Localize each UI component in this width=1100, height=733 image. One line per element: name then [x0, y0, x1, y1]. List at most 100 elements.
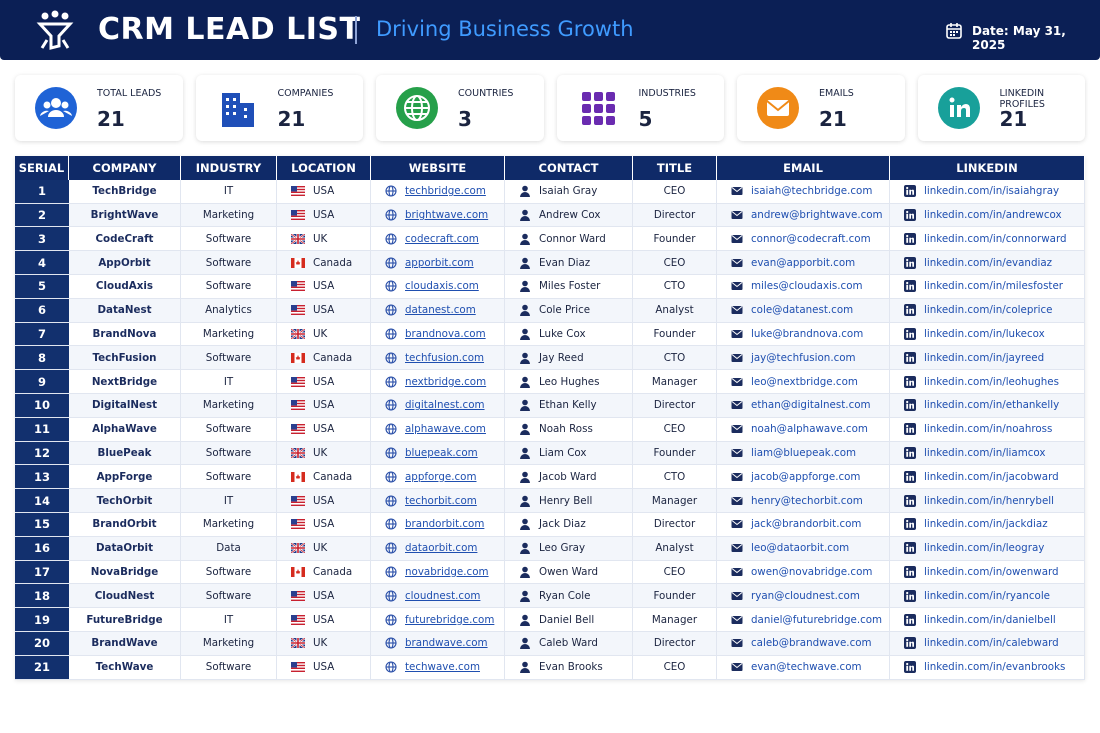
cell-text[interactable]: linkedin.com/in/noahross	[924, 423, 1053, 436]
cell-text[interactable]: linkedin.com/in/calebward	[924, 637, 1059, 650]
person-icon	[520, 614, 530, 626]
cell-text[interactable]: linkedin.com/in/danielbell	[924, 613, 1056, 626]
cell-text[interactable]: cloudaxis.com	[405, 280, 479, 293]
table-cell: appforge.com	[371, 465, 505, 489]
cell-text[interactable]: linkedin.com/in/milesfoster	[924, 280, 1064, 293]
cell-text[interactable]: appforge.com	[405, 470, 477, 483]
table-cell: Marketing	[181, 322, 277, 346]
table-cell: NovaBridge	[69, 560, 181, 584]
cell-text[interactable]: daniel@futurebridge.com	[751, 613, 883, 626]
cell-text[interactable]: connor@codecraft.com	[751, 232, 871, 245]
cell-text[interactable]: novabridge.com	[405, 565, 489, 578]
cell-text[interactable]: linkedin.com/in/jackdiaz	[924, 518, 1048, 531]
cell-text[interactable]: linkedin.com/in/evanbrooks	[924, 661, 1066, 674]
cell-text[interactable]: miles@cloudaxis.com	[751, 280, 863, 293]
table-cell: Jacob Ward	[505, 465, 633, 489]
cell-text[interactable]: nextbridge.com	[405, 375, 487, 388]
cell-text[interactable]: futurebridge.com	[405, 613, 495, 626]
cell-text[interactable]: caleb@brandwave.com	[751, 637, 872, 650]
cell-text[interactable]: linkedin.com/in/jacobward	[924, 470, 1059, 483]
table-cell: techorbit.com	[371, 489, 505, 512]
globe-icon	[385, 542, 397, 554]
cell-text[interactable]: datanest.com	[405, 304, 476, 317]
table-cell: Marketing	[181, 393, 277, 417]
cell-text[interactable]: techwave.com	[405, 661, 480, 674]
cell-text[interactable]: evan@apporbit.com	[751, 256, 856, 269]
cell-text[interactable]: cole@datanest.com	[751, 304, 854, 317]
cell-text[interactable]: linkedin.com/in/ryancole	[924, 589, 1051, 602]
cell-text[interactable]: dataorbit.com	[405, 542, 478, 555]
flag-icon	[291, 543, 305, 554]
cell-text[interactable]: bluepeak.com	[405, 446, 478, 459]
linkedin-icon	[904, 423, 916, 436]
cell-text: Analyst	[655, 304, 694, 317]
flag-icon	[291, 495, 305, 506]
cell-text[interactable]: linkedin.com/in/leohughes	[924, 375, 1060, 388]
cell-text[interactable]: digitalnest.com	[405, 399, 485, 412]
cell-text[interactable]: linkedin.com/in/connorward	[924, 232, 1067, 245]
cell-text: UK	[313, 446, 328, 459]
table-row: 13 AppForge Software Canada appforge.com Jaco…	[15, 465, 1085, 490]
cell-text[interactable]: luke@brandnova.com	[751, 327, 864, 340]
cell-text[interactable]: techfusion.com	[405, 351, 485, 364]
linkedin-icon	[904, 280, 916, 293]
flag-icon	[291, 566, 305, 577]
serial: 10	[33, 398, 50, 413]
stat-card: COMPANIES 21	[195, 75, 363, 141]
cell-text[interactable]: jack@brandorbit.com	[751, 518, 862, 531]
table-row: 18 CloudNest Software USA cloudnest.com Ryan …	[15, 584, 1085, 609]
table-cell: linkedin.com/in/evanbrooks	[890, 655, 1085, 679]
cell-text[interactable]: linkedin.com/in/andrewcox	[924, 208, 1062, 221]
cell-text: Software	[205, 256, 252, 269]
table-cell: USA	[277, 274, 371, 298]
table-cell: AppOrbit	[69, 251, 181, 274]
cell-text[interactable]: linkedin.com/in/owenward	[924, 565, 1059, 578]
cell-text: Manager	[651, 494, 698, 507]
flag-icon	[291, 186, 305, 197]
cell-text: USA	[313, 280, 335, 293]
cell-text[interactable]: leo@dataorbit.com	[751, 542, 850, 555]
cell-text[interactable]: jay@techfusion.com	[751, 351, 856, 364]
cell-text[interactable]: noah@alphawave.com	[751, 423, 868, 436]
cell-text[interactable]: brandorbit.com	[405, 518, 485, 531]
cell-text[interactable]: codecraft.com	[405, 232, 479, 245]
cell-text[interactable]: linkedin.com/in/ethankelly	[924, 399, 1060, 412]
cell-text[interactable]: linkedin.com/in/lukecox	[924, 327, 1045, 340]
cell-text[interactable]: linkedin.com/in/evandiaz	[924, 256, 1053, 269]
mail-icon	[731, 496, 743, 505]
cell-text[interactable]: isaiah@techbridge.com	[751, 185, 873, 198]
cell-text[interactable]: linkedin.com/in/isaiahgray	[924, 185, 1060, 198]
cell-text[interactable]: leo@nextbridge.com	[751, 375, 858, 388]
table-cell: Director	[633, 393, 717, 417]
cell-text[interactable]: linkedin.com/in/henrybell	[924, 494, 1054, 507]
calendar-icon	[946, 23, 962, 39]
cell-text[interactable]: brandnova.com	[405, 327, 486, 340]
person-icon	[520, 185, 530, 198]
cell-text[interactable]: linkedin.com/in/coleprice	[924, 304, 1053, 317]
header-bar: CRM LEAD LIST Driving Business Growth Da…	[0, 0, 1100, 60]
cell-text: Software	[205, 470, 252, 483]
cell-text[interactable]: owen@novabridge.com	[751, 565, 873, 578]
table-cell: jack@brandorbit.com	[717, 512, 890, 536]
cell-text[interactable]: brightwave.com	[405, 208, 489, 221]
countries-icon	[396, 87, 438, 129]
cell-text[interactable]: ryan@cloudnest.com	[751, 589, 860, 602]
cell-text[interactable]: jacob@appforge.com	[751, 470, 861, 483]
cell-text[interactable]: cloudnest.com	[405, 589, 481, 602]
cell-text[interactable]: brandwave.com	[405, 637, 488, 650]
cell-text[interactable]: techbridge.com	[405, 185, 486, 198]
cell-text[interactable]: andrew@brightwave.com	[751, 208, 883, 221]
stat-card: EMAILS 21	[737, 75, 905, 141]
cell-text[interactable]: liam@bluepeak.com	[751, 446, 857, 459]
person-icon	[520, 209, 530, 221]
cell-text[interactable]: alphawave.com	[405, 423, 486, 436]
cell-text[interactable]: linkedin.com/in/jayreed	[924, 351, 1045, 364]
cell-text[interactable]: henry@techorbit.com	[751, 494, 863, 507]
cell-text[interactable]: ethan@digitalnest.com	[751, 399, 871, 412]
cell-text[interactable]: evan@techwave.com	[751, 661, 862, 674]
cell-text: CloudAxis	[95, 280, 154, 293]
cell-text[interactable]: techorbit.com	[405, 494, 477, 507]
cell-text[interactable]: linkedin.com/in/liamcox	[924, 446, 1046, 459]
cell-text[interactable]: linkedin.com/in/leogray	[924, 542, 1045, 555]
cell-text[interactable]: apporbit.com	[405, 256, 474, 269]
